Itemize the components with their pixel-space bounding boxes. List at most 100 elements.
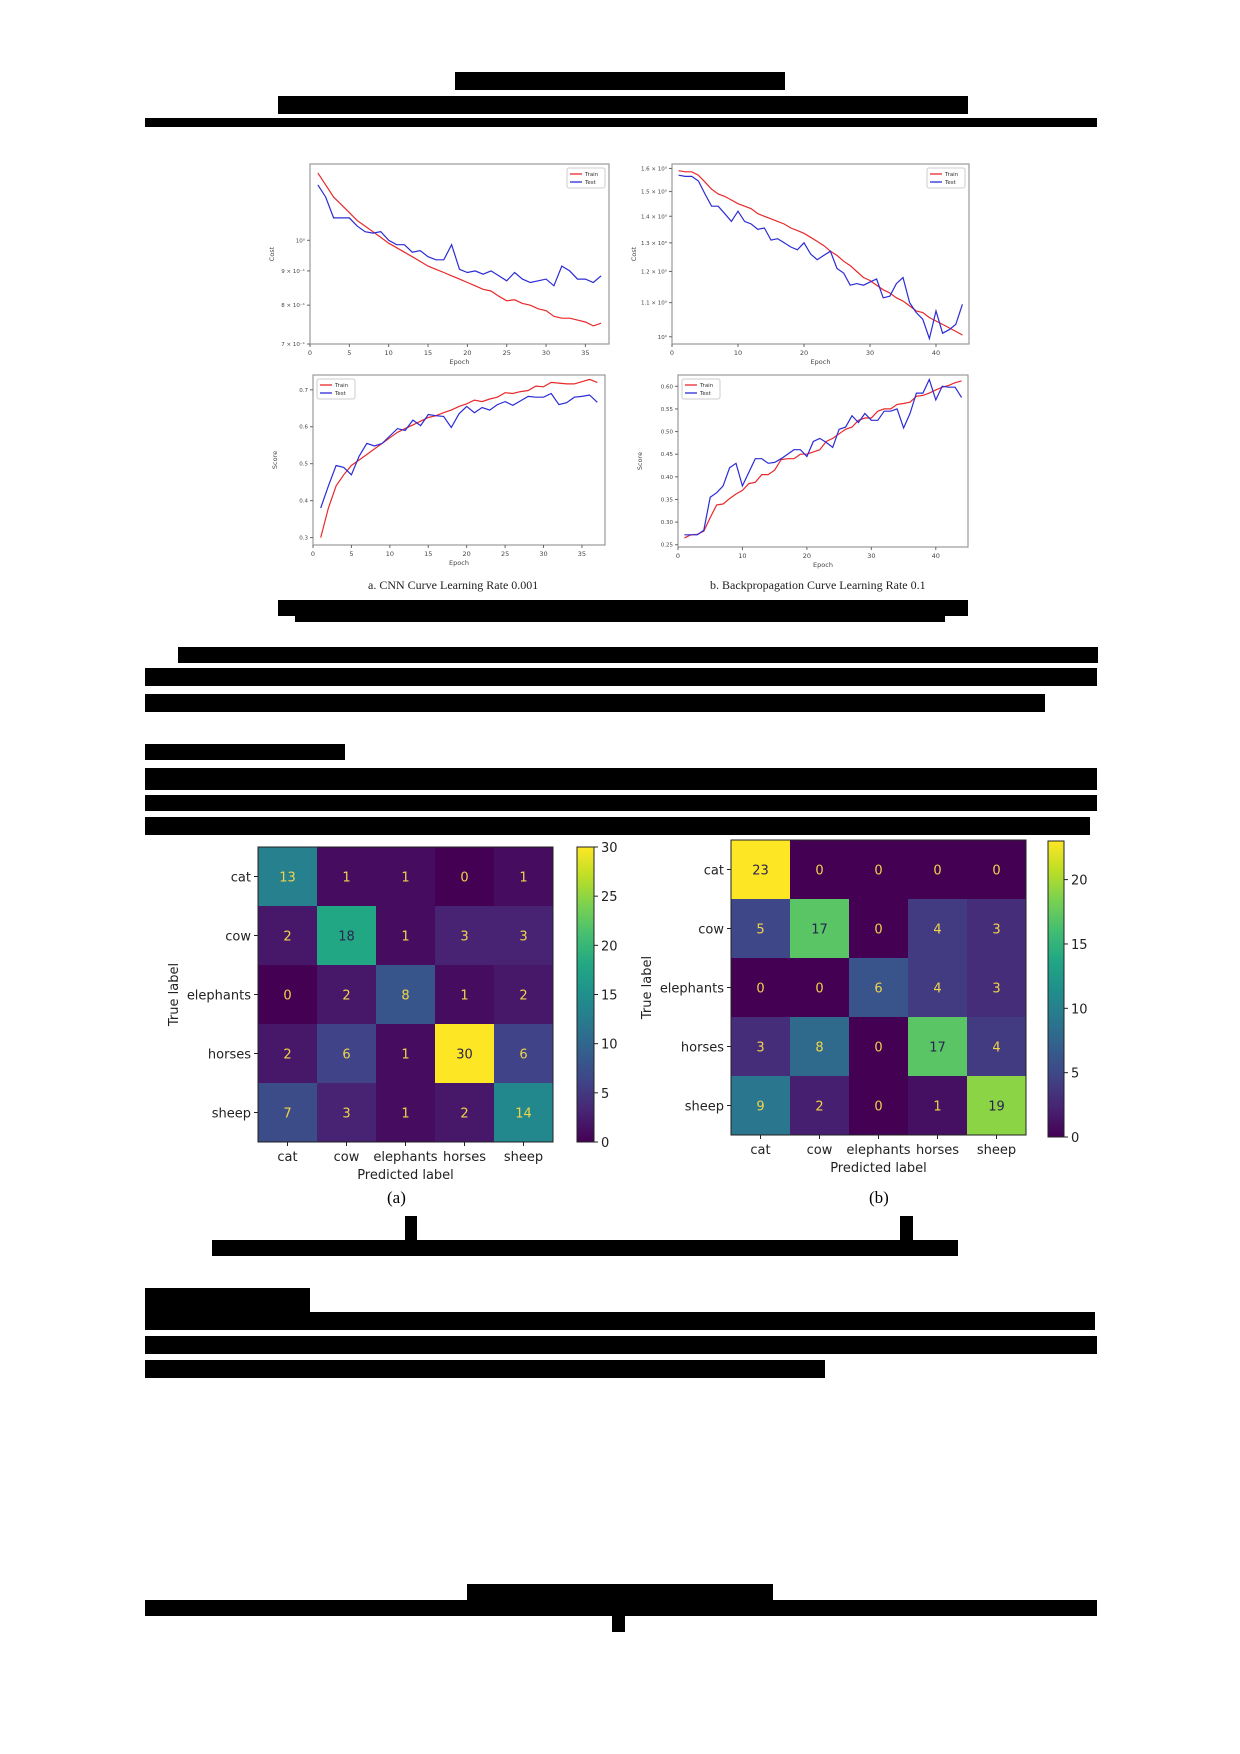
colorbar-tick-label: 25 xyxy=(601,890,618,905)
cell-value: 30 xyxy=(456,1048,473,1063)
cell-value: 17 xyxy=(929,1041,946,1056)
cell-value: 3 xyxy=(519,930,527,945)
column-label: sheep xyxy=(504,1150,543,1165)
y-tick-label: 0.40 xyxy=(661,475,674,481)
subfigure-label-b: (b) xyxy=(869,1188,889,1207)
confusion-matrices-svg: 13 1 1 0 12 18 1 3 30 2 8 1 22 6 1 30 67 3 1 2 14catcatcowco… xyxy=(167,839,1088,1183)
x-tick-label: 0 xyxy=(670,349,674,357)
x-tick-label: 35 xyxy=(578,550,586,558)
matrix-cell xyxy=(908,840,967,899)
x-tick-label: 15 xyxy=(424,349,432,357)
x-axis-label: Epoch xyxy=(811,358,831,366)
row-label: cow xyxy=(698,923,724,938)
header-rule xyxy=(145,118,1097,127)
cell-value: 18 xyxy=(338,930,355,945)
redacted-figure-caption xyxy=(278,600,968,616)
x-tick-label: 30 xyxy=(542,349,550,357)
matrix-cell xyxy=(435,1083,494,1142)
caption-b: b. Backpropagation Curve Learning Rate 0… xyxy=(710,578,926,592)
colorbar-tick-label: 0 xyxy=(601,1136,609,1151)
column-label: cow xyxy=(334,1150,360,1165)
legend-entry: Test xyxy=(944,180,957,186)
legend-entry: Test xyxy=(584,180,597,186)
colorbar-tick-label: 10 xyxy=(601,1038,618,1053)
legend-entry: Train xyxy=(584,172,599,178)
matrix-cell xyxy=(258,965,317,1024)
y-tick-label: 0.6 xyxy=(299,425,308,431)
matrix-cell xyxy=(790,899,849,958)
x-tick-label: 40 xyxy=(932,552,940,560)
cell-value: 3 xyxy=(756,1041,764,1056)
series-train-line xyxy=(317,172,602,327)
row-label: horses xyxy=(208,1048,251,1063)
x-axis-label: Predicted label xyxy=(357,1168,454,1183)
cell-value: 6 xyxy=(874,982,882,997)
redacted-paragraph-2-line-3 xyxy=(145,817,1090,835)
y-tick-label: 0.7 xyxy=(299,388,308,394)
redacted-section-heading xyxy=(145,744,345,760)
y-axis-label: Cost xyxy=(268,246,276,261)
column-label: elephants xyxy=(846,1143,910,1158)
cell-value: 3 xyxy=(992,982,1000,997)
redacted-subfig-marker-a xyxy=(405,1216,417,1240)
cell-value: 9 xyxy=(756,1100,764,1115)
matrix-cell xyxy=(908,958,967,1017)
y-tick-label: 1.1 × 10⁰ xyxy=(641,300,668,307)
cell-value: 0 xyxy=(874,1100,882,1115)
matrix-cell xyxy=(908,1017,967,1076)
y-tick-label: 0.3 xyxy=(299,536,308,542)
redacted-paragraph-2-line-2 xyxy=(145,795,1097,811)
cell-value: 1 xyxy=(401,871,409,886)
x-tick-label: 25 xyxy=(501,550,509,558)
x-tick-label: 25 xyxy=(503,349,511,357)
x-tick-label: 10 xyxy=(734,349,742,357)
cell-value: 2 xyxy=(342,989,350,1004)
colorbar-tick-label: 30 xyxy=(601,841,618,856)
redacted-paragraph-1-line-2 xyxy=(145,668,1097,686)
matrix-cell xyxy=(317,1083,376,1142)
legend xyxy=(681,378,721,400)
matrix-cell xyxy=(967,1017,1026,1076)
y-axis-label: True label xyxy=(640,956,655,1020)
matrix-cell xyxy=(731,899,790,958)
cell-value: 3 xyxy=(992,923,1000,938)
y-tick-label: 0.50 xyxy=(661,430,674,436)
y-tick-label: 10⁰ xyxy=(296,237,306,244)
legend-entry: Train xyxy=(334,383,349,389)
redacted-subfig-marker-b xyxy=(900,1216,913,1240)
matrix-cell xyxy=(908,1076,967,1135)
x-tick-label: 20 xyxy=(803,552,811,560)
redacted-paragraph-2-line-1 xyxy=(145,768,1097,790)
cell-value: 6 xyxy=(342,1048,350,1063)
legend xyxy=(926,167,966,189)
matrix-cell xyxy=(376,1083,435,1142)
colorbar-tick-label: 20 xyxy=(1071,874,1088,889)
confusion-a-matrix: 13 1 1 0 12 18 1 3 30 2 8 1 22 6 1 30 67 3 1 2 14catcatcowco… xyxy=(167,846,554,1183)
matrix-cell xyxy=(967,1076,1026,1135)
cell-value: 0 xyxy=(756,982,764,997)
series-test-line xyxy=(317,184,602,287)
cell-value: 14 xyxy=(515,1107,532,1122)
row-label: cow xyxy=(225,930,251,945)
legend-entry: Train xyxy=(699,383,714,389)
matrix-cell xyxy=(435,965,494,1024)
y-tick-label: 1.6 × 10⁰ xyxy=(641,165,668,172)
cell-value: 17 xyxy=(811,923,828,938)
legend-entry: Test xyxy=(699,391,712,397)
x-tick-label: 30 xyxy=(867,552,875,560)
cell-value: 0 xyxy=(933,864,941,879)
colorbar-tick-label: 15 xyxy=(1071,938,1088,953)
colorbar-tick-label: 5 xyxy=(1071,1067,1079,1082)
column-label: cat xyxy=(750,1143,770,1158)
redacted-paragraph-3-line-2 xyxy=(145,1336,1097,1354)
x-axis-label: Predicted label xyxy=(830,1161,927,1176)
subfigure-label-a: (a) xyxy=(387,1188,406,1207)
matrix-cell xyxy=(435,906,494,965)
y-axis-label: Score xyxy=(271,451,279,469)
training-curves-svg: 0 5 10 15 20 25 30 35 7 × 10⁻¹ 8 × 10⁻¹ 9 × 10⁻¹ 10… xyxy=(268,163,970,569)
legend xyxy=(316,378,356,400)
cell-value: 1 xyxy=(933,1100,941,1115)
y-tick-label: 8 × 10⁻¹ xyxy=(281,302,305,309)
column-label: cat xyxy=(277,1150,297,1165)
x-axis-label: Epoch xyxy=(450,358,470,366)
